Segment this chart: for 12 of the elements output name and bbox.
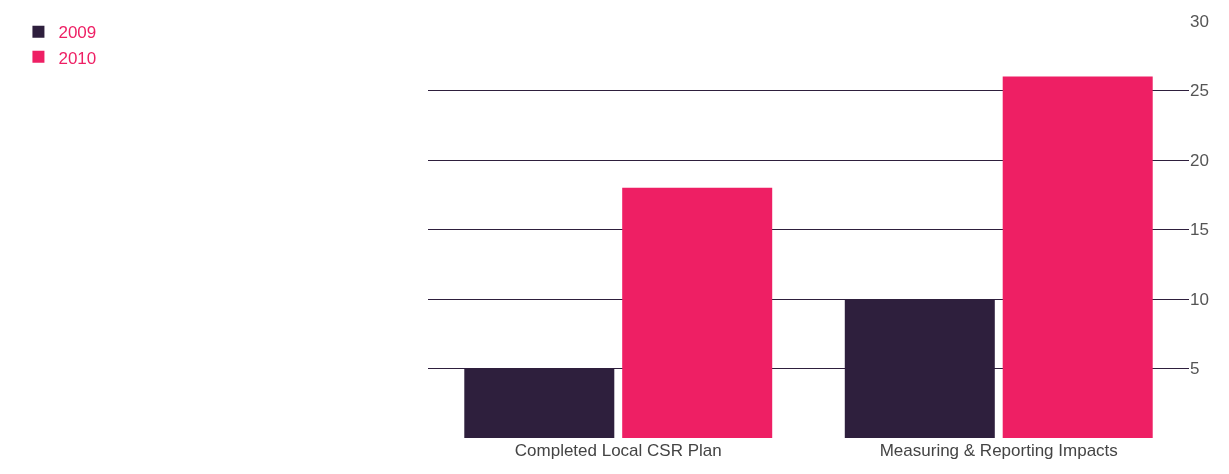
x-tick-label: Measuring & Reporting Impacts bbox=[879, 441, 1118, 460]
y-tick-label: 10 bbox=[1190, 289, 1209, 309]
y-tick-label: 5 bbox=[1190, 359, 1200, 379]
bar bbox=[622, 187, 773, 438]
legend-label: 2010 bbox=[58, 48, 97, 68]
y-tick-label: 25 bbox=[1190, 81, 1209, 101]
y-tick-label: 15 bbox=[1190, 220, 1209, 240]
x-tick-label: Completed Local CSR Plan bbox=[514, 441, 722, 460]
legend-label: 2009 bbox=[58, 23, 97, 43]
y-tick-label: 20 bbox=[1190, 150, 1209, 170]
bar bbox=[1002, 76, 1153, 438]
y-tick-label: 30 bbox=[1190, 11, 1209, 31]
